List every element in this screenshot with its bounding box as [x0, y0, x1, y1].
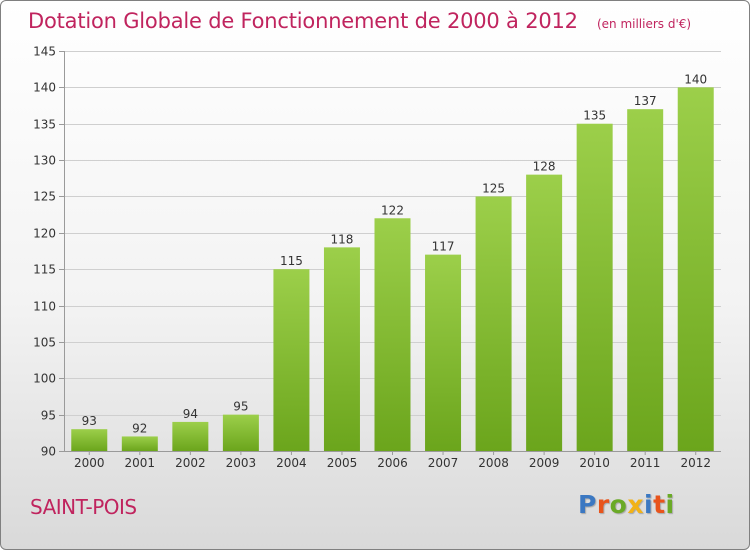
x-tick-label: 2003	[226, 456, 257, 470]
data-label: 93	[82, 414, 97, 428]
axes	[59, 51, 721, 455]
x-tick-label: 2005	[327, 456, 358, 470]
bar	[121, 436, 158, 451]
data-label: 115	[280, 254, 303, 268]
data-label: 128	[533, 160, 556, 174]
x-tick-label: 2010	[579, 456, 610, 470]
y-tick-label: 90	[41, 445, 56, 459]
chart-title: Dotation Globale de Fonctionnement de 20…	[28, 9, 578, 33]
data-label: 125	[482, 181, 505, 195]
x-tick-labels: 2000 2001 2002 2003 2004 2005 2006 2007 2008 2009…	[74, 456, 711, 470]
bar	[475, 196, 512, 451]
bar	[576, 123, 613, 452]
x-tick-label: 2007	[428, 456, 459, 470]
proxiti-logo: Proxiti	[578, 490, 675, 519]
y-tick-label: 110	[33, 300, 56, 314]
x-tick-label: 2008	[478, 456, 509, 470]
x-tick-label: 2012	[680, 456, 711, 470]
bars	[71, 87, 714, 452]
bar	[222, 414, 259, 451]
logo-letter: P	[578, 490, 597, 519]
logo-letter: i	[665, 490, 675, 519]
y-tick-label: 130	[33, 154, 56, 168]
data-label: 92	[132, 421, 147, 435]
logo-letter: r	[596, 490, 610, 519]
x-tick-label: 2000	[74, 456, 105, 470]
logo-letter: i	[644, 490, 654, 519]
data-label: 137	[634, 94, 657, 108]
bar	[273, 269, 310, 451]
x-tick-label: 2011	[630, 456, 661, 470]
y-tick-label: 100	[33, 372, 56, 386]
data-label: 118	[331, 232, 354, 246]
data-label: 135	[583, 109, 606, 123]
data-label: 122	[381, 203, 404, 217]
chart-subtitle: (en milliers d'€)	[596, 17, 692, 31]
x-tick-label: 2001	[125, 456, 156, 470]
x-tick-label: 2002	[175, 456, 206, 470]
y-tick-label: 125	[33, 190, 56, 204]
data-label: 95	[233, 400, 248, 414]
bar	[526, 174, 563, 452]
y-tick-label: 105	[33, 336, 56, 350]
y-tick-label: 120	[33, 227, 56, 241]
bar	[677, 87, 714, 451]
y-tick-labels: 90 95 100 105 110 115 120 125 130 135 140 145	[33, 45, 56, 459]
title-row: Dotation Globale de Fonctionnement de 20…	[28, 9, 691, 33]
y-tick-label: 145	[33, 45, 56, 59]
bar	[323, 247, 360, 451]
data-label: 94	[183, 407, 198, 421]
y-tick-label: 115	[33, 263, 56, 277]
bar	[627, 109, 664, 451]
bar	[374, 218, 411, 451]
x-tick-label: 2009	[529, 456, 560, 470]
y-tick-label: 135	[33, 118, 56, 132]
x-tick-label: 2006	[377, 456, 408, 470]
bar	[71, 429, 108, 451]
bar	[425, 254, 462, 451]
logo-letter: t	[653, 490, 666, 519]
data-labels: 93 92 94 95 115 118 122 117 125 128 135 137 140	[82, 72, 708, 435]
bar	[172, 421, 209, 451]
y-tick-label: 140	[33, 81, 56, 95]
x-tick-label: 2004	[276, 456, 307, 470]
logo-letter: x	[627, 490, 644, 519]
data-label: 140	[684, 72, 707, 86]
y-tick-label: 95	[41, 409, 56, 423]
data-label: 117	[432, 240, 455, 254]
commune-name: SAINT-POIS	[30, 495, 137, 519]
logo-letter: o	[609, 490, 628, 519]
